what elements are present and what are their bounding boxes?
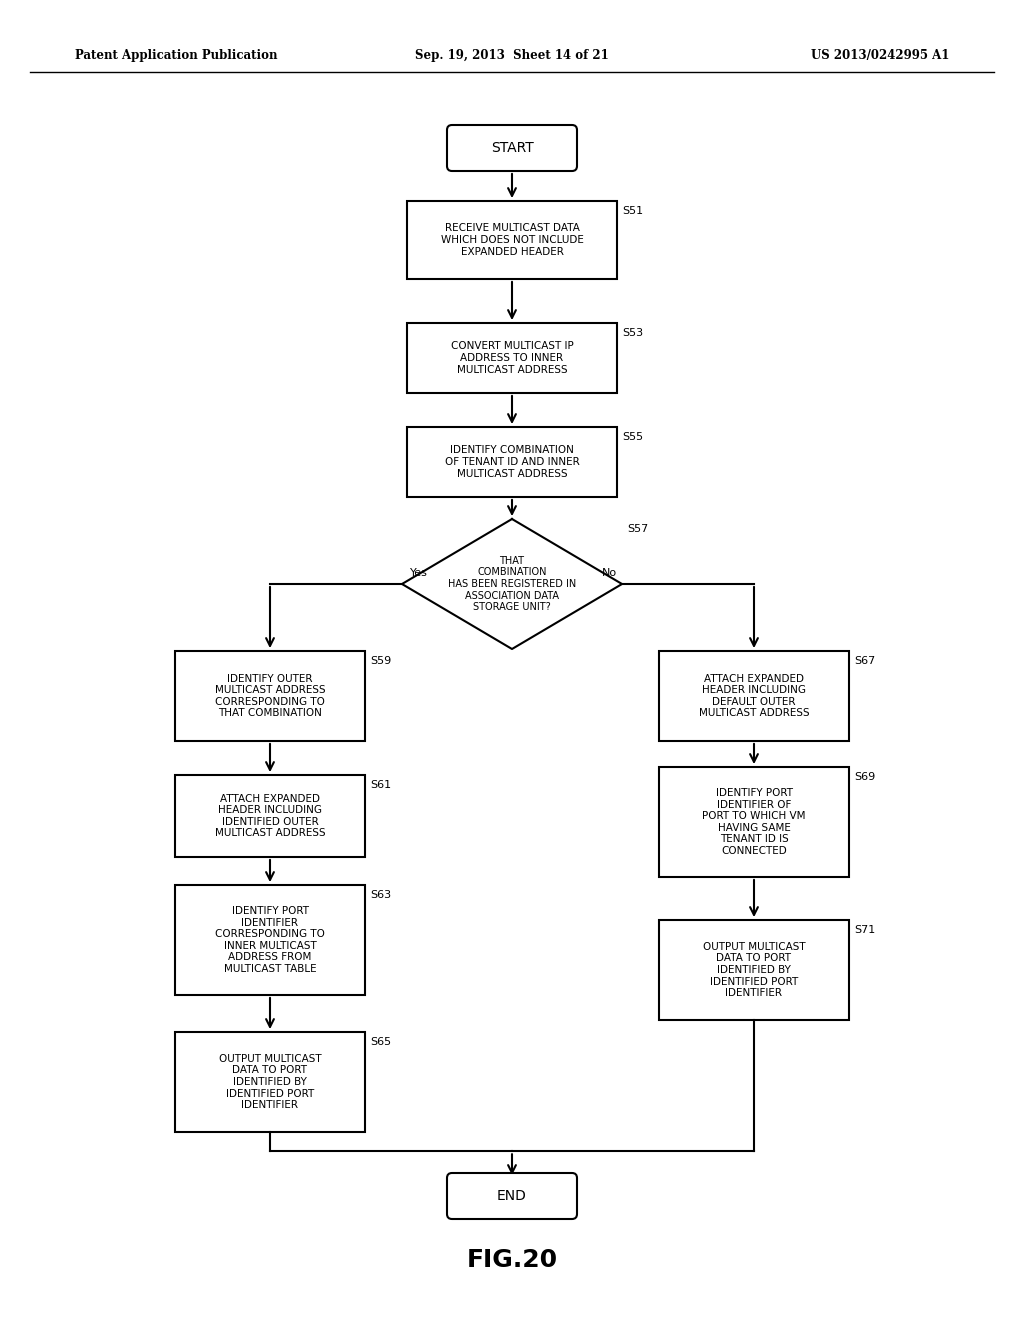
Bar	[659, 920, 849, 1020]
Text: FIG.20: FIG.20	[467, 1247, 557, 1272]
Bar	[175, 1032, 365, 1133]
Text: END: END	[497, 1189, 527, 1203]
Text: S59: S59	[370, 656, 391, 667]
Text: S51: S51	[622, 206, 643, 216]
Text: S53: S53	[622, 327, 643, 338]
Bar	[407, 201, 617, 279]
FancyBboxPatch shape	[447, 125, 577, 172]
Text: Patent Application Publication: Patent Application Publication	[75, 49, 278, 62]
Text: RECEIVE MULTICAST DATA
WHICH DOES NOT INCLUDE
EXPANDED HEADER: RECEIVE MULTICAST DATA WHICH DOES NOT IN…	[440, 223, 584, 256]
Text: IDENTIFY OUTER
MULTICAST ADDRESS
CORRESPONDING TO
THAT COMBINATION: IDENTIFY OUTER MULTICAST ADDRESS CORRESP…	[215, 673, 326, 718]
Text: S67: S67	[854, 656, 876, 667]
Text: OUTPUT MULTICAST
DATA TO PORT
IDENTIFIED BY
IDENTIFIED PORT
IDENTIFIER: OUTPUT MULTICAST DATA TO PORT IDENTIFIED…	[702, 941, 805, 998]
Bar	[407, 323, 617, 393]
Text: No: No	[602, 568, 617, 578]
Text: OUTPUT MULTICAST
DATA TO PORT
IDENTIFIED BY
IDENTIFIED PORT
IDENTIFIER: OUTPUT MULTICAST DATA TO PORT IDENTIFIED…	[219, 1053, 322, 1110]
Text: S71: S71	[854, 925, 876, 935]
Text: US 2013/0242995 A1: US 2013/0242995 A1	[811, 49, 949, 62]
Text: START: START	[490, 141, 534, 154]
FancyBboxPatch shape	[447, 1173, 577, 1218]
Text: S69: S69	[854, 772, 876, 781]
Text: CONVERT MULTICAST IP
ADDRESS TO INNER
MULTICAST ADDRESS: CONVERT MULTICAST IP ADDRESS TO INNER MU…	[451, 342, 573, 375]
Text: ATTACH EXPANDED
HEADER INCLUDING
DEFAULT OUTER
MULTICAST ADDRESS: ATTACH EXPANDED HEADER INCLUDING DEFAULT…	[698, 673, 809, 718]
Text: S57: S57	[627, 524, 648, 535]
Bar	[407, 426, 617, 498]
Text: S63: S63	[370, 890, 391, 900]
Text: IDENTIFY COMBINATION
OF TENANT ID AND INNER
MULTICAST ADDRESS: IDENTIFY COMBINATION OF TENANT ID AND IN…	[444, 445, 580, 479]
Bar	[659, 651, 849, 741]
Text: Sep. 19, 2013  Sheet 14 of 21: Sep. 19, 2013 Sheet 14 of 21	[415, 49, 609, 62]
Text: S65: S65	[370, 1038, 391, 1047]
Text: IDENTIFY PORT
IDENTIFIER OF
PORT TO WHICH VM
HAVING SAME
TENANT ID IS
CONNECTED: IDENTIFY PORT IDENTIFIER OF PORT TO WHIC…	[702, 788, 806, 855]
Text: THAT
COMBINATION
HAS BEEN REGISTERED IN
ASSOCIATION DATA
STORAGE UNIT?: THAT COMBINATION HAS BEEN REGISTERED IN …	[447, 556, 577, 612]
Text: S55: S55	[622, 432, 643, 442]
Bar	[175, 775, 365, 857]
Text: ATTACH EXPANDED
HEADER INCLUDING
IDENTIFIED OUTER
MULTICAST ADDRESS: ATTACH EXPANDED HEADER INCLUDING IDENTIF…	[215, 793, 326, 838]
Text: S61: S61	[370, 780, 391, 789]
Bar	[175, 651, 365, 741]
Text: IDENTIFY PORT
IDENTIFIER
CORRESPONDING TO
INNER MULTICAST
ADDRESS FROM
MULTICAST: IDENTIFY PORT IDENTIFIER CORRESPONDING T…	[215, 906, 325, 974]
Text: Yes: Yes	[410, 568, 428, 578]
Bar	[175, 884, 365, 995]
Bar	[659, 767, 849, 876]
